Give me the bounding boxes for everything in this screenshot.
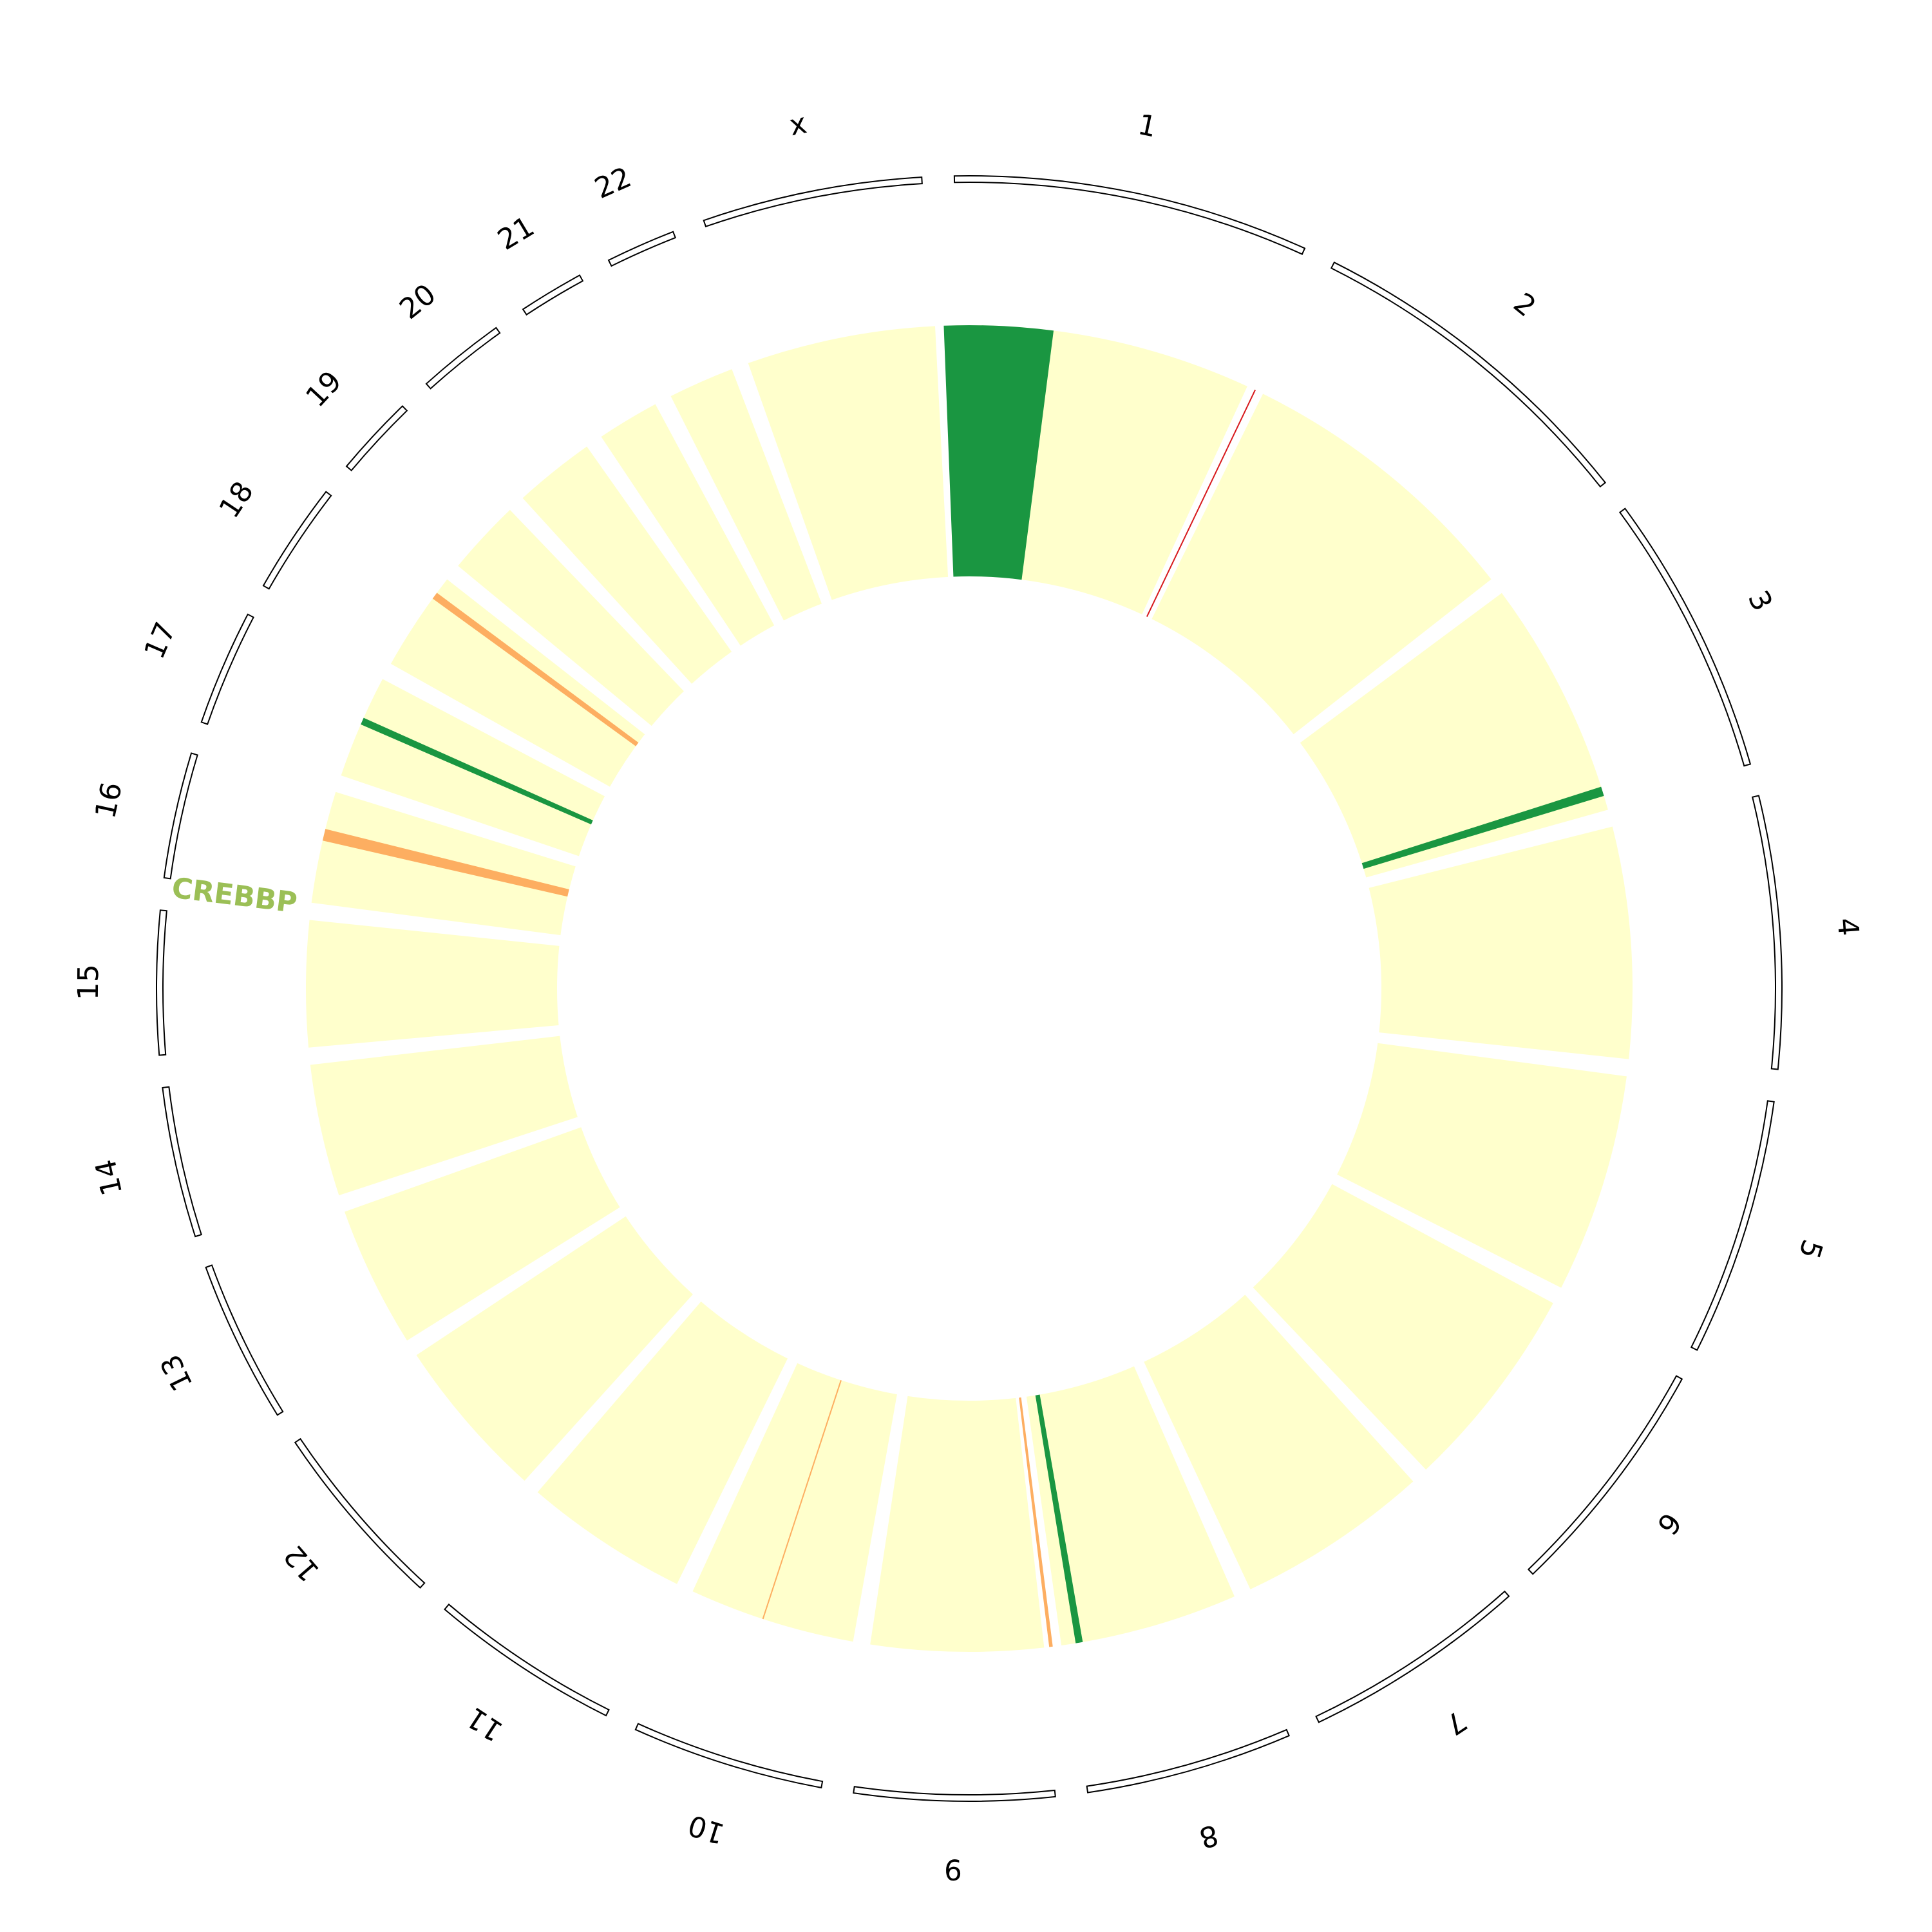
ideogram-chr-10: [634, 1723, 824, 1789]
track-sector-chr-x: [748, 326, 949, 600]
chromosome-label-6: 6: [1651, 1506, 1688, 1540]
track-sector-chr-14: [310, 1036, 578, 1196]
ideogram-chr-9: [853, 1786, 1056, 1802]
ideogram-chr-13: [205, 1264, 284, 1416]
chromosome-label-13: 13: [154, 1349, 199, 1396]
ideogram-chr-14: [162, 1086, 202, 1238]
cnv-segment-gain-chr-8: [1035, 1394, 1083, 1643]
chromosome-label-10: 10: [685, 1808, 729, 1850]
cnv-track: [306, 325, 1633, 1652]
chromosome-label-11: 11: [460, 1700, 509, 1747]
cnv-segment-loss-chr-18: [432, 592, 639, 746]
track-sector-chr-4: [1368, 826, 1633, 1059]
chromosome-label-8: 8: [1196, 1818, 1222, 1855]
chromosome-label-22: 22: [590, 161, 636, 205]
cnv-segment-loss-chr-9: [1019, 1397, 1053, 1647]
chromosome-label-20: 20: [393, 278, 442, 326]
track-sector-chr-5: [1337, 1043, 1627, 1288]
chromosome-label-4: 4: [1831, 917, 1865, 938]
gene-labels: CREBBP: [170, 871, 299, 920]
chromosome-label-x: x: [786, 107, 809, 142]
ideogram-chr-21: [522, 274, 584, 316]
cnv-segment-loss-chr-16: [322, 829, 569, 897]
chromosome-label-15: 15: [72, 964, 105, 1000]
chromosome-label-1: 1: [1135, 108, 1160, 144]
track-sector-chr-12: [416, 1216, 693, 1481]
ideogram-chr-15: [156, 909, 167, 1056]
chromosome-label-12: 12: [278, 1539, 326, 1587]
ideogram-chr-16: [163, 752, 198, 880]
chromosome-label-14: 14: [89, 1157, 129, 1199]
ideogram-chr-22: [607, 231, 677, 267]
ideogram-chr-x: [703, 176, 923, 227]
ideogram-chr-18: [262, 491, 332, 590]
track-sector-chr-22: [670, 369, 822, 621]
cnv-segment-gain-chr-17: [361, 717, 593, 825]
chromosome-label-16: 16: [89, 779, 129, 822]
track-sector-chr-6: [1253, 1184, 1553, 1470]
track-sector-chr-3: [1300, 592, 1608, 878]
ideogram-chr-4: [1752, 795, 1783, 1070]
point-mark-chr-10: [762, 1379, 842, 1620]
chromosome-label-21: 21: [492, 210, 540, 257]
chromosome-label-3: 3: [1741, 585, 1779, 616]
track-sector-chr-2: [1151, 393, 1492, 735]
gene-label-crebbp: CREBBP: [170, 871, 299, 920]
ideogram-chr-20: [425, 327, 501, 390]
ideogram-chr-2: [1330, 261, 1607, 488]
track-sector-chr-10: [692, 1363, 897, 1642]
ideogram-chr-11: [444, 1603, 610, 1717]
ideogram-chr-3: [1618, 507, 1752, 767]
track-sector-chr-20: [522, 446, 732, 684]
track-sector-chr-19: [458, 509, 684, 726]
chromosome-label-19: 19: [299, 365, 348, 414]
track-sector-chr-13: [345, 1127, 620, 1341]
track-sector-chr-11: [537, 1301, 788, 1584]
ideogram-chr-12: [294, 1437, 426, 1589]
ideogram-chr-17: [200, 613, 254, 725]
track-sector-chr-7: [1144, 1294, 1414, 1589]
chromosome-label-9: 9: [943, 1853, 962, 1886]
track-sector-chr-18: [390, 579, 645, 787]
ideogram-chr-1: [953, 175, 1306, 256]
cnv-segment-gain-chr-1: [943, 325, 1054, 580]
track-sector-chr-15: [306, 920, 560, 1048]
chromosome-label-2: 2: [1507, 287, 1542, 323]
track-sector-chr-8: [1026, 1366, 1235, 1646]
cnv-segment-gain-chr-3: [1361, 786, 1604, 869]
ideogram-chr-5: [1690, 1100, 1775, 1351]
point-mark-chr-2: [1146, 390, 1256, 617]
ideogram-ring: [156, 175, 1783, 1802]
track-sector-chr-9: [870, 1396, 1045, 1652]
chromosome-label-18: 18: [213, 476, 261, 524]
track-sector-chr-21: [601, 404, 775, 646]
ideogram-chr-19: [345, 405, 408, 471]
chromosome-label-5: 5: [1792, 1236, 1829, 1263]
ideogram-chr-8: [1086, 1728, 1290, 1794]
ideogram-chr-7: [1315, 1590, 1510, 1723]
ideogram-chr-6: [1527, 1375, 1683, 1575]
chromosome-label-17: 17: [138, 618, 182, 664]
chromosome-label-7: 7: [1439, 1704, 1473, 1741]
